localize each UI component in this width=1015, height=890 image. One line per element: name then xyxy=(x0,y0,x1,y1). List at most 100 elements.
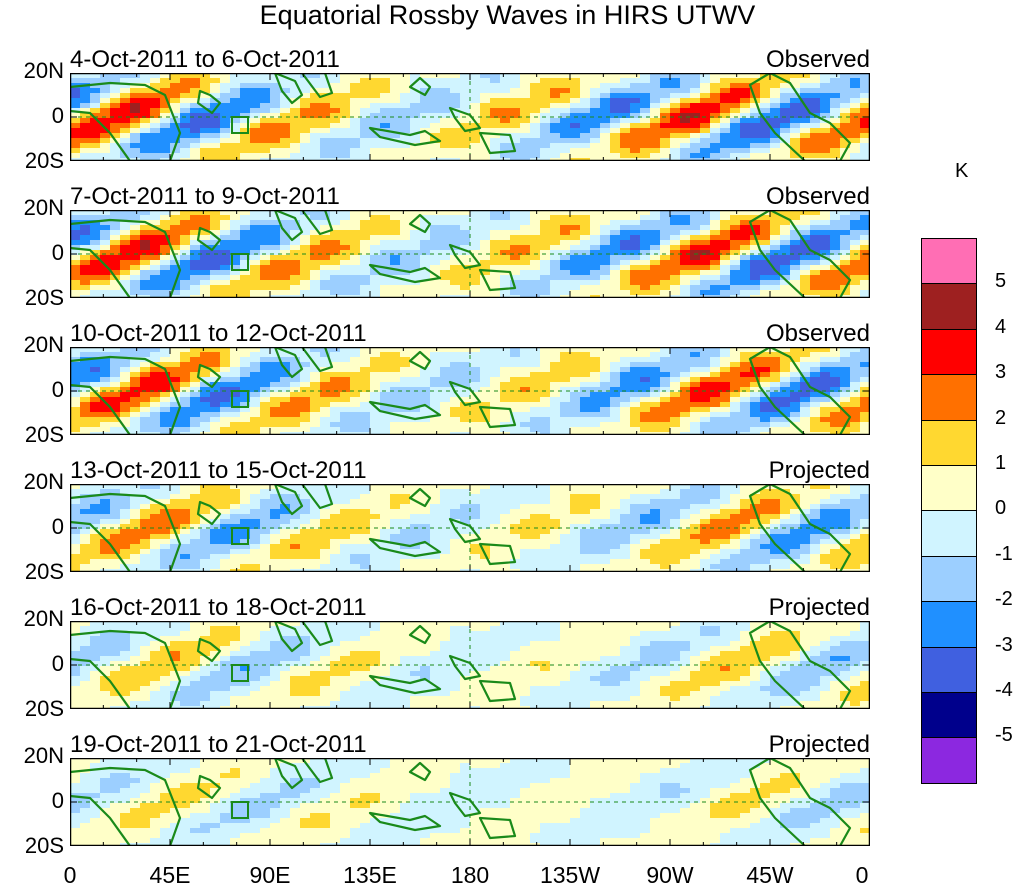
anomaly-cell xyxy=(240,504,251,510)
anomaly-cell xyxy=(720,133,731,139)
anomaly-cell xyxy=(770,133,781,139)
anomaly-cell xyxy=(80,230,91,236)
anomaly-cell xyxy=(780,255,791,261)
anomaly-cell xyxy=(140,382,151,388)
anomaly-cell xyxy=(710,128,721,134)
anomaly-cell xyxy=(390,392,401,398)
anomaly-cell xyxy=(210,290,221,296)
anomaly-cell xyxy=(730,128,741,134)
anomaly-cell xyxy=(120,372,131,378)
anomaly-cell xyxy=(780,290,791,296)
anomaly-cell xyxy=(390,215,401,221)
anomaly-cell xyxy=(640,499,651,505)
anomaly-cell xyxy=(560,397,571,403)
anomaly-cell xyxy=(320,128,331,134)
anomaly-cell xyxy=(860,260,870,266)
anomaly-cell xyxy=(530,290,541,296)
anomaly-cell xyxy=(100,509,111,515)
anomaly-cell xyxy=(270,215,281,221)
anomaly-cell xyxy=(140,504,151,510)
anomaly-cell xyxy=(320,489,331,495)
anomaly-cell xyxy=(680,417,691,423)
anomaly-cell xyxy=(120,225,131,231)
anomaly-cell xyxy=(620,489,631,495)
anomaly-cell xyxy=(720,392,731,398)
anomaly-cell xyxy=(300,387,311,393)
anomaly-cell xyxy=(520,265,531,271)
anomaly-cell xyxy=(610,215,621,221)
anomaly-cell xyxy=(760,260,771,266)
anomaly-cell xyxy=(320,215,331,221)
anomaly-cell xyxy=(770,270,781,276)
anomaly-cell xyxy=(160,280,171,286)
anomaly-cell xyxy=(100,73,111,79)
anomaly-cell xyxy=(580,235,591,241)
anomaly-cell xyxy=(130,427,141,433)
anomaly-cell xyxy=(850,98,861,104)
anomaly-cell xyxy=(440,88,451,94)
anomaly-cell xyxy=(510,230,521,236)
anomaly-cell xyxy=(860,427,870,433)
anomaly-cell xyxy=(730,133,741,139)
anomaly-cell xyxy=(520,494,531,500)
anomaly-cell xyxy=(490,412,501,418)
anomaly-cell xyxy=(480,73,491,79)
anomaly-cell xyxy=(850,88,861,94)
anomaly-cell xyxy=(230,285,241,291)
anomaly-cell xyxy=(830,93,841,99)
anomaly-cell xyxy=(660,245,671,251)
anomaly-cell xyxy=(710,235,721,241)
anomaly-cell xyxy=(230,143,241,149)
anomaly-cell xyxy=(180,133,191,139)
anomaly-cell xyxy=(490,220,501,226)
anomaly-cell xyxy=(640,347,651,353)
anomaly-cell xyxy=(650,432,661,435)
anomaly-cell xyxy=(510,235,521,241)
anomaly-cell xyxy=(570,392,581,398)
anomaly-cell xyxy=(710,494,721,500)
anomaly-cell xyxy=(360,103,371,109)
anomaly-cell xyxy=(780,148,791,154)
anomaly-cell xyxy=(700,432,711,435)
anomaly-cell xyxy=(680,489,691,495)
anomaly-cell xyxy=(820,275,831,281)
anomaly-cell xyxy=(300,128,311,134)
anomaly-cell xyxy=(250,153,261,159)
anomaly-cell xyxy=(330,225,341,231)
anomaly-cell xyxy=(550,362,561,368)
anomaly-cell xyxy=(90,138,101,144)
anomaly-cell xyxy=(730,290,741,296)
anomaly-cell xyxy=(280,417,291,423)
anomaly-cell xyxy=(250,148,261,154)
anomaly-cell xyxy=(340,407,351,413)
anomaly-cell xyxy=(490,270,501,276)
anomaly-cell xyxy=(620,103,631,109)
anomaly-cell xyxy=(370,432,381,435)
anomaly-cell xyxy=(740,427,751,433)
anomaly-cell xyxy=(850,397,861,403)
anomaly-cell xyxy=(820,215,831,221)
anomaly-cell xyxy=(460,255,471,261)
anomaly-cell xyxy=(640,153,651,159)
anomaly-field xyxy=(70,484,870,572)
anomaly-cell xyxy=(720,78,731,84)
anomaly-cell xyxy=(470,494,481,500)
anomaly-cell xyxy=(470,78,481,84)
anomaly-cell xyxy=(640,113,651,119)
anomaly-cell xyxy=(290,250,301,256)
anomaly-cell xyxy=(210,352,221,358)
anomaly-cell xyxy=(850,494,861,500)
anomaly-cell xyxy=(260,347,271,353)
anomaly-cell xyxy=(420,509,431,515)
anomaly-cell xyxy=(250,235,261,241)
anomaly-cell xyxy=(350,387,361,393)
anomaly-cell xyxy=(470,148,481,154)
anomaly-cell xyxy=(860,412,870,418)
anomaly-cell xyxy=(160,133,171,139)
anomaly-cell xyxy=(230,412,241,418)
anomaly-cell xyxy=(90,83,101,89)
anomaly-cell xyxy=(410,83,421,89)
anomaly-cell xyxy=(740,98,751,104)
anomaly-cell xyxy=(700,255,711,261)
anomaly-cell xyxy=(190,407,201,413)
